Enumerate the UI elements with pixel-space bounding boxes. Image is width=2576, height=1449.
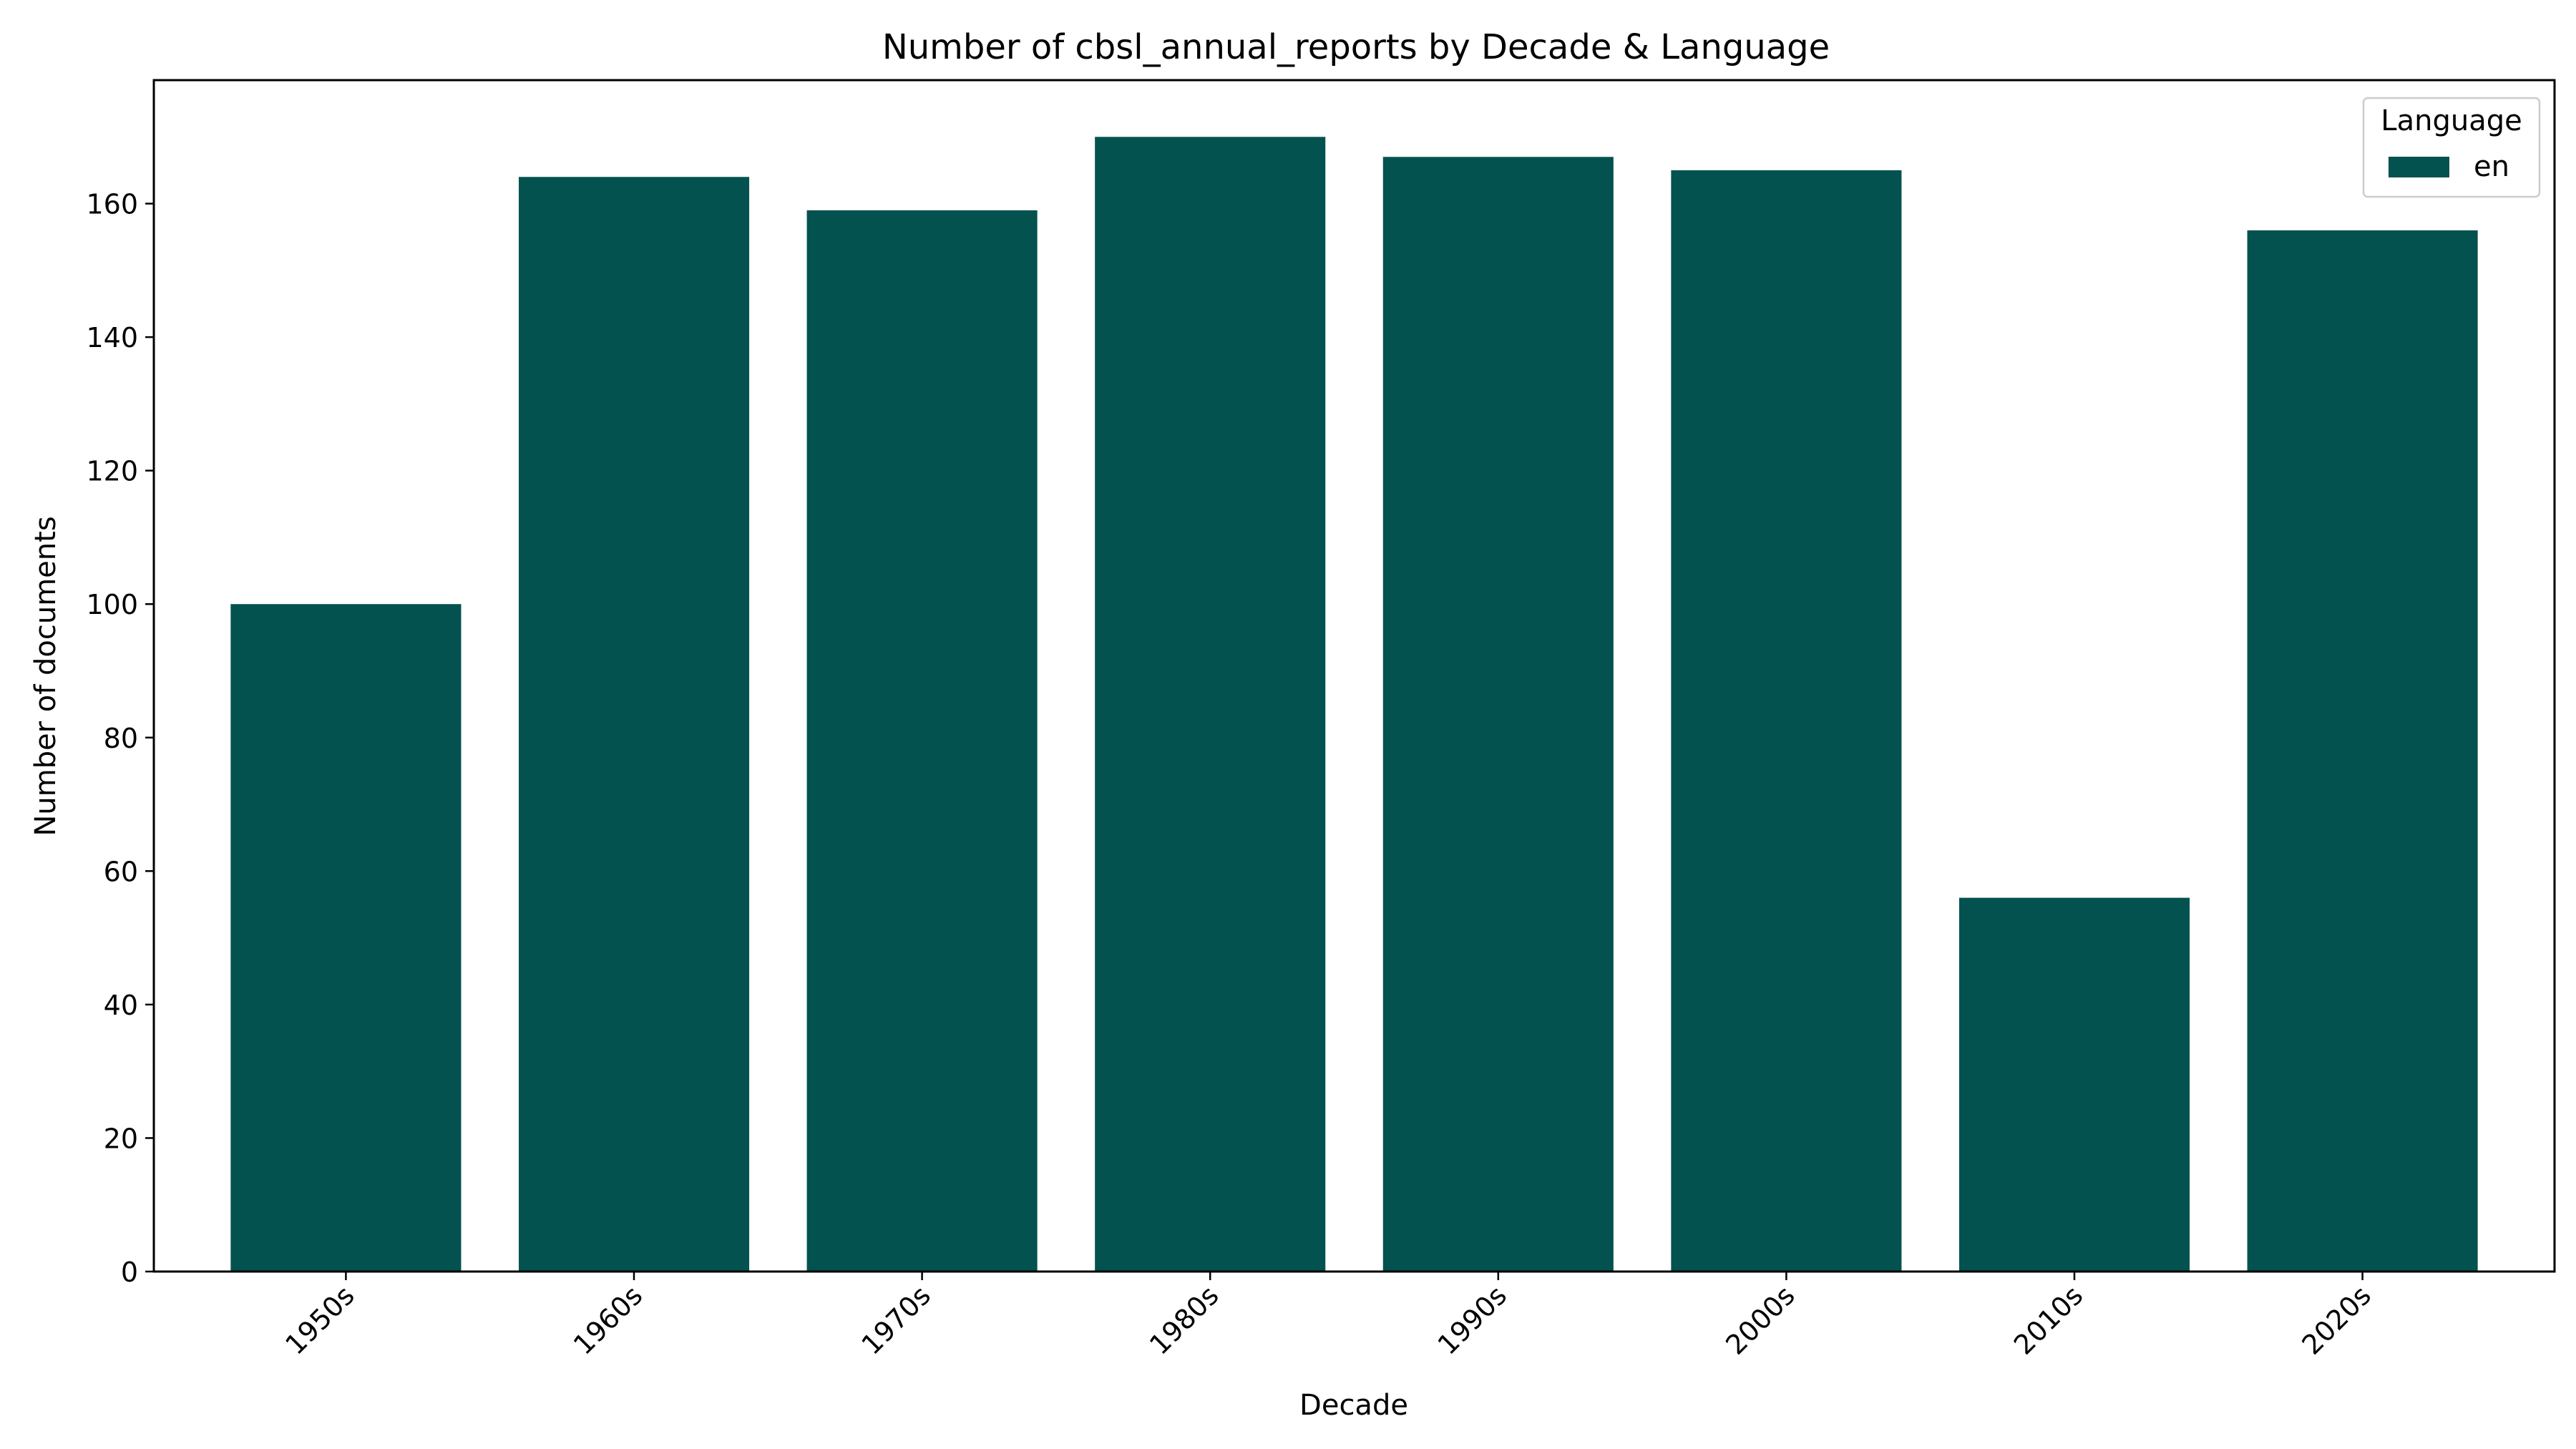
- bar-2010s: [1958, 897, 2190, 1272]
- bar-2000s: [1671, 170, 1902, 1272]
- legend-swatch-en: [2389, 157, 2449, 177]
- y-tick-label: 60: [104, 856, 138, 887]
- bar-1990s: [1382, 157, 1614, 1272]
- plot-frame: [152, 79, 2556, 1273]
- chart-title: Number of cbsl_annual_reports by Decade …: [882, 27, 1830, 67]
- bar-1980s: [1095, 137, 1326, 1272]
- y-tick-label: 80: [104, 723, 138, 754]
- bar-2020s: [2247, 230, 2478, 1272]
- y-tick-label: 140: [86, 322, 138, 353]
- y-tick-label: 40: [104, 990, 138, 1021]
- bar-1960s: [518, 177, 750, 1272]
- bar-1970s: [806, 210, 1038, 1272]
- y-tick-label: 20: [104, 1123, 138, 1154]
- y-tick-label: 100: [86, 589, 138, 620]
- legend: Language en: [2362, 97, 2541, 198]
- y-tick-label: 120: [86, 456, 138, 487]
- y-tick-label: 160: [86, 189, 138, 220]
- x-axis-label: Decade: [1299, 1389, 1408, 1422]
- legend-label-en: en: [2474, 150, 2509, 183]
- y-axis-label: Number of documents: [29, 516, 62, 836]
- legend-title: Language: [2381, 104, 2522, 137]
- bar-1950s: [230, 604, 462, 1272]
- y-tick-label: 0: [121, 1257, 138, 1288]
